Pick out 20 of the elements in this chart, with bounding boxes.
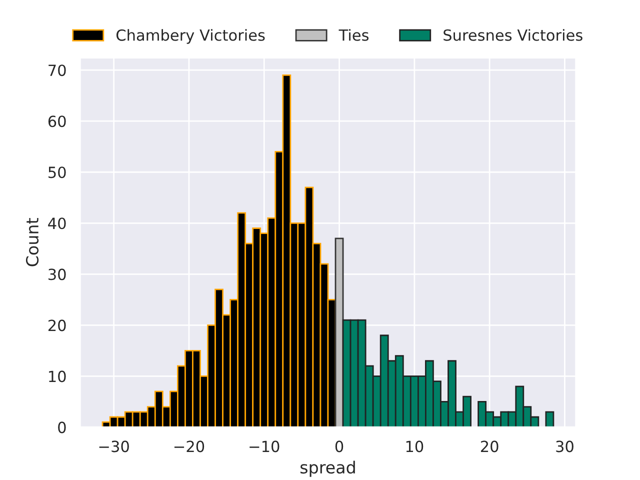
y-tick-label: 0 [58, 422, 66, 434]
y-tick-label: 70 [48, 64, 66, 76]
y-tick-label: 40 [48, 218, 66, 230]
x-tick-label: −30 [99, 440, 129, 452]
y-tick-label: 10 [49, 370, 66, 382]
x-tick-label: 30 [556, 440, 574, 452]
y-tick-label: 50 [48, 166, 66, 178]
y-axis-title: Count [26, 218, 39, 266]
x-tick-label: −20 [174, 440, 204, 452]
legend-label: Suresnes Victories [444, 29, 582, 41]
y-tick-label: 60 [48, 116, 66, 128]
legend-label: Ties [338, 29, 369, 41]
x-tick-label: 20 [480, 440, 498, 452]
legend-label: Chambery Victories [116, 29, 265, 44]
y-tick-label: 20 [48, 320, 66, 332]
x-tick-label: 0 [335, 440, 344, 452]
x-axis-title: spread [300, 460, 355, 477]
x-tick-label: 10 [406, 440, 424, 452]
x-tick-label: −10 [250, 440, 280, 452]
y-tick-label: 30 [48, 268, 66, 280]
